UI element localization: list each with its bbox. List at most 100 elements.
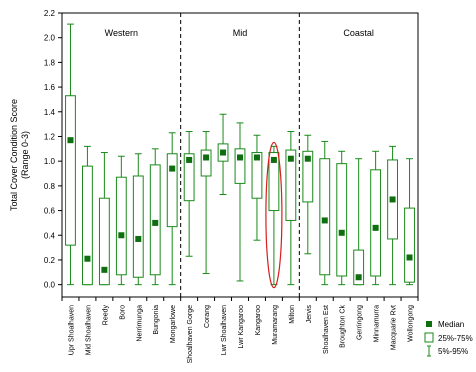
median-marker <box>406 254 413 261</box>
box-group <box>353 158 365 286</box>
x-tick-label: Milton <box>289 305 296 324</box>
x-tick-label: Lwr Kangaroo <box>238 305 245 349</box>
plot-frame <box>61 12 419 298</box>
iqr-box <box>183 153 195 202</box>
median-marker <box>372 224 379 231</box>
legend-median-label: Median <box>438 320 464 329</box>
y-tick-label: 1.2 <box>44 132 56 141</box>
y-tick-label: 0.8 <box>44 182 56 191</box>
box-group <box>183 131 195 257</box>
iqr-box <box>319 158 331 276</box>
iqr-box <box>132 175 144 278</box>
median-marker <box>321 217 328 224</box>
x-tick-label: Wollongong <box>408 305 415 342</box>
iqr-box <box>268 152 280 212</box>
median-marker <box>304 155 311 162</box>
x-tick-label: Kangaroo <box>255 305 262 335</box>
y-tick-label: 1.8 <box>44 58 56 67</box>
x-tick-label: Gerringong <box>357 305 364 340</box>
iqr-box <box>149 164 161 276</box>
box-group <box>234 122 246 282</box>
iqr-box <box>251 152 263 199</box>
median-marker <box>338 229 345 236</box>
x-tick-label: Lwr Shoalhaven <box>221 305 228 355</box>
box-group <box>149 148 161 286</box>
median-marker <box>67 137 74 144</box>
region-label: Mid <box>233 28 248 38</box>
x-tick-label: Shoalhaven Gorge <box>187 305 194 363</box>
x-tick-label: Nerrimunga <box>136 305 143 342</box>
median-marker <box>220 149 227 156</box>
median-marker <box>355 274 362 281</box>
iqr-box <box>82 165 93 286</box>
x-tick-label: Jervis <box>306 305 313 324</box>
iqr-box <box>370 169 382 277</box>
median-marker <box>135 235 142 242</box>
legend-median-marker <box>426 321 432 327</box>
box-group <box>98 152 110 286</box>
median-marker <box>389 196 396 203</box>
median-marker <box>84 255 91 262</box>
x-tick-label: Mid Shoalhaven <box>85 305 92 355</box>
box-group <box>82 145 93 286</box>
iqr-box <box>302 150 314 203</box>
region-label: Coastal <box>343 28 374 38</box>
x-tick-label: Bungonia <box>153 305 160 335</box>
x-tick-label: Corang <box>204 305 211 328</box>
y-tick-label: 0.0 <box>44 281 56 290</box>
median-marker <box>101 266 108 273</box>
y-tick-label: 0.2 <box>44 256 56 265</box>
x-tick-label: Shoalhaven Est <box>323 305 330 354</box>
y-axis-title: Total Cover Condition Score <box>9 99 19 211</box>
box-group <box>200 131 212 275</box>
y-tick-label: 0.4 <box>44 231 56 240</box>
iqr-box <box>98 197 110 286</box>
iqr-box <box>285 149 297 221</box>
x-tick-label: Reedy <box>102 305 109 326</box>
box-group <box>217 113 229 196</box>
iqr-box <box>404 207 415 283</box>
box-group <box>285 131 297 286</box>
median-marker <box>186 156 193 163</box>
median-marker <box>237 154 243 161</box>
box-group <box>132 153 144 286</box>
x-tick-label: Muramarang <box>272 305 279 345</box>
iqr-box <box>166 153 178 228</box>
y-tick-label: 1.0 <box>44 157 56 166</box>
legend-whisker-label: 5%-95% <box>438 347 468 356</box>
box-group <box>336 150 348 286</box>
legend-box-marker <box>424 332 434 343</box>
median-marker <box>253 154 260 161</box>
box-group <box>319 140 331 286</box>
legend-box-label: 25%-75% <box>438 334 473 343</box>
highlight-ellipse <box>265 141 283 289</box>
box-group <box>65 23 76 286</box>
iqr-box <box>353 249 365 286</box>
x-tick-label: Macquarie Rvt <box>391 305 398 350</box>
y-tick-label: 1.6 <box>44 83 56 92</box>
box-group <box>370 150 382 286</box>
x-tick-label: Broughton Ck <box>340 305 347 348</box>
box-group <box>166 132 178 286</box>
median-marker <box>152 219 159 226</box>
box-group <box>302 134 314 255</box>
median-marker <box>287 155 294 162</box>
median-marker <box>203 154 210 161</box>
box-group <box>268 145 280 286</box>
box-group <box>115 155 127 286</box>
median-marker <box>169 165 176 172</box>
box-group <box>251 134 263 241</box>
median-marker <box>118 232 125 239</box>
box-group <box>404 158 415 286</box>
y-tick-label: 1.4 <box>44 108 56 117</box>
y-tick-label: 2.0 <box>44 34 56 43</box>
median-marker <box>270 156 277 163</box>
iqr-box <box>65 95 76 246</box>
x-tick-label: Boro <box>119 305 126 320</box>
iqr-box <box>200 149 212 177</box>
box-group <box>387 145 398 286</box>
iqr-box <box>234 148 246 184</box>
iqr-box <box>336 163 348 277</box>
